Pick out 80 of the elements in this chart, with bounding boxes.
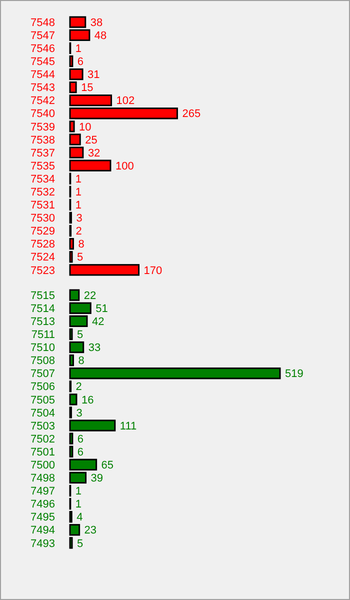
data-label: 1 <box>75 43 82 56</box>
data-label: 6 <box>77 433 84 446</box>
y-tick-label: 7528 <box>30 238 55 251</box>
y-tick-label: 7513 <box>30 316 55 328</box>
data-label: 1 <box>75 498 82 511</box>
y-tick-label: 7500 <box>30 460 55 472</box>
y-tick-label: 7534 <box>30 173 55 186</box>
y-tick-label: 7545 <box>30 56 55 68</box>
y-tick-label: 7544 <box>30 69 55 82</box>
data-label: 3 <box>76 407 82 420</box>
y-tick-label: 7547 <box>30 30 55 42</box>
data-label: 5 <box>77 538 84 550</box>
data-label: 31 <box>88 69 100 82</box>
data-label: 32 <box>88 147 100 160</box>
data-label: 265 <box>182 108 201 120</box>
data-label: 8 <box>78 355 84 368</box>
data-label: 39 <box>90 472 104 485</box>
data-label: 2 <box>76 226 82 238</box>
data-label: 16 <box>81 394 94 406</box>
data-label: 5 <box>77 252 84 264</box>
y-tick-label: 7514 <box>30 302 55 315</box>
data-label: 42 <box>92 316 104 328</box>
y-tick-label: 7510 <box>30 342 55 354</box>
y-tick-label: 7529 <box>30 226 55 238</box>
y-tick-label: 7546 <box>30 43 55 56</box>
y-tick-label: 7508 <box>30 355 55 368</box>
data-label: 10 <box>79 121 92 134</box>
y-tick-label: 7542 <box>30 95 55 108</box>
y-tick-label: 7493 <box>30 538 55 550</box>
data-label: 1 <box>75 173 82 186</box>
y-tick-label: 7535 <box>30 160 55 172</box>
y-tick-label: 7537 <box>30 147 55 160</box>
y-tick-label: 7523 <box>30 264 55 277</box>
data-label: 33 <box>88 342 101 354</box>
y-tick-label: 7530 <box>30 212 55 225</box>
y-tick-label: 7539 <box>30 121 55 134</box>
y-tick-label: 7498 <box>30 472 55 485</box>
y-tick-label: 7507 <box>30 368 55 380</box>
y-tick-label: 7543 <box>30 82 55 94</box>
y-tick-label: 7501 <box>30 446 55 458</box>
y-tick-label: 7505 <box>30 394 55 406</box>
data-label: 3 <box>76 212 82 225</box>
data-label: 170 <box>144 264 162 277</box>
y-tick-label: 7511 <box>31 329 55 342</box>
data-label: 4 <box>76 512 83 524</box>
y-tick-label: 7515 <box>30 290 55 302</box>
y-tick-label: 7540 <box>30 108 55 120</box>
y-tick-label: 7531 <box>30 200 55 212</box>
data-label: 6 <box>77 446 84 458</box>
y-tick-label: 7496 <box>30 498 55 511</box>
data-label: 6 <box>77 56 84 68</box>
y-tick-label: 7502 <box>30 433 55 446</box>
data-label: 111 <box>120 420 137 432</box>
data-label: 8 <box>78 238 84 251</box>
data-label: 38 <box>90 16 103 29</box>
data-label: 15 <box>81 82 94 94</box>
data-label: 2 <box>76 381 82 394</box>
y-tick-label: 7497 <box>30 486 55 498</box>
data-label: 25 <box>85 134 98 146</box>
data-label: 23 <box>84 524 97 537</box>
data-label: 102 <box>116 95 135 108</box>
y-tick-label: 7538 <box>30 134 55 146</box>
y-tick-label: 7532 <box>30 186 55 198</box>
y-tick-label: 7506 <box>30 381 55 394</box>
data-label: 1 <box>75 486 82 498</box>
data-label: 48 <box>94 30 107 42</box>
y-tick-label: 7504 <box>30 407 55 420</box>
data-label: 22 <box>84 290 96 302</box>
data-label: 1 <box>75 200 82 212</box>
data-label: 5 <box>77 329 84 342</box>
data-label: 1 <box>75 186 82 198</box>
y-tick-label: 7494 <box>30 524 55 537</box>
data-label: 100 <box>115 160 134 172</box>
y-tick-label: 7524 <box>30 252 55 264</box>
data-label: 65 <box>101 460 114 472</box>
data-label: 519 <box>285 368 304 380</box>
data-label: 51 <box>96 302 108 315</box>
y-tick-label: 7503 <box>30 420 55 432</box>
y-tick-label: 7495 <box>30 512 55 524</box>
y-tick-label: 7548 <box>30 16 55 29</box>
